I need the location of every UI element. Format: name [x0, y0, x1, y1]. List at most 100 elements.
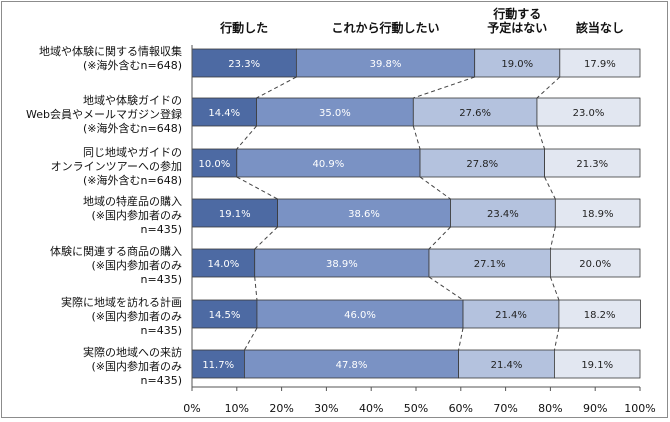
bar-segment — [191, 48, 297, 78]
connector-line — [536, 125, 546, 150]
legend-label: 行動する — [492, 6, 541, 21]
x-tick-label: 100% — [624, 402, 655, 415]
bar-segment — [236, 148, 421, 178]
category-label: 地域の特産品の購入 — [83, 194, 182, 208]
data-label: 46.0% — [344, 310, 376, 321]
bar-segment — [256, 97, 414, 127]
legend-label: これから行動したい — [332, 20, 440, 35]
connector-line — [458, 327, 464, 351]
bar-segment — [254, 248, 430, 278]
bar-segment — [191, 299, 258, 329]
connector-line — [413, 76, 475, 99]
x-tick-label: 60% — [449, 402, 473, 415]
data-label: 38.9% — [326, 259, 358, 270]
connector-line — [254, 276, 258, 301]
bar-segment — [554, 198, 641, 228]
connector-line — [412, 125, 421, 150]
data-label: 39.8% — [370, 59, 402, 70]
x-tick-label: 20% — [269, 402, 293, 415]
category-label: (※海外含むn=648) — [83, 173, 182, 187]
connector-line — [254, 226, 278, 250]
data-label: 14.0% — [207, 259, 239, 270]
data-label: 19.1% — [581, 360, 613, 371]
data-label: 23.4% — [487, 209, 519, 220]
data-label: 10.0% — [199, 159, 231, 170]
x-tick-label: 50% — [404, 402, 428, 415]
bar-segment — [462, 299, 560, 329]
connector-line — [536, 76, 561, 99]
legend-label: 予定はない — [487, 20, 547, 35]
data-label: 23.0% — [573, 108, 605, 119]
data-label: 21.4% — [491, 360, 523, 371]
category-label: 実際の地域への来訪 — [83, 345, 182, 359]
bar-segment — [559, 48, 641, 78]
x-tick-label: 70% — [493, 402, 517, 415]
category-label: (※国内参加者のみ — [91, 309, 182, 323]
data-label: 18.2% — [584, 310, 616, 321]
connector-line — [236, 125, 257, 150]
legend-label: 該当なし — [576, 20, 624, 35]
connector-line — [553, 327, 560, 351]
category-label: オンラインツアーへの参加 — [51, 159, 182, 173]
x-tick-label: 10% — [225, 402, 249, 415]
x-tick-label: 80% — [538, 402, 562, 415]
bar-segment — [295, 48, 476, 78]
data-label: 14.5% — [209, 310, 241, 321]
data-label: 27.8% — [466, 159, 498, 170]
category-label: 同じ地域やガイドの — [83, 146, 182, 159]
category-label: (※海外含むn=648) — [83, 121, 182, 135]
bar-segment — [191, 349, 245, 379]
category-label: 地域や体験に関する情報収集 — [39, 44, 182, 58]
bar-segment — [544, 148, 641, 178]
connector-line — [419, 176, 451, 200]
data-label: 20.0% — [579, 259, 611, 270]
x-tick-label: 0% — [183, 402, 200, 415]
category-label: n=435) — [141, 324, 182, 337]
category-label: Web会員やメールマガジン登録 — [26, 107, 182, 121]
bar-segment — [554, 349, 641, 379]
x-tick-label: 90% — [583, 402, 607, 415]
category-label: (※海外含むn=648) — [83, 58, 182, 72]
bar-segment — [558, 299, 641, 329]
connector-line — [236, 176, 278, 200]
bar-segment — [191, 97, 257, 127]
bar-segment — [474, 48, 561, 78]
data-label: 21.3% — [576, 159, 608, 170]
data-label: 23.3% — [228, 59, 260, 70]
bar-segment — [256, 299, 464, 329]
stacked-bar-chart: 23.3% 39.8% 19.0% 17.9% 14.4% 35.0% 27.6% 23.0%… — [26, 6, 656, 415]
bar-segment — [550, 248, 641, 278]
connector-line — [428, 276, 464, 301]
data-label: 35.0% — [319, 108, 351, 119]
data-label: 11.7% — [202, 360, 234, 371]
bar-segment — [277, 198, 451, 228]
legend-label: 行動した — [219, 20, 268, 35]
category-label: n=435) — [141, 223, 182, 236]
data-label: 27.1% — [474, 259, 506, 270]
connector-line — [243, 327, 258, 351]
data-label: 47.8% — [336, 360, 368, 371]
category-label: (※国内参加者のみ — [91, 258, 182, 272]
bar-segment — [428, 248, 551, 278]
connector-line — [549, 276, 560, 301]
category-label: 実際に地域を訪れる計画 — [61, 295, 182, 309]
data-label: 17.9% — [584, 59, 616, 70]
data-label: 38.6% — [348, 209, 380, 220]
category-label: n=435) — [141, 273, 182, 286]
category-label: n=435) — [141, 374, 182, 387]
bar-segment — [458, 349, 555, 379]
category-label: 体験に関連する商品の購入 — [50, 244, 182, 258]
data-label: 40.9% — [313, 159, 345, 170]
category-label: (※国内参加者のみ — [91, 208, 182, 222]
connector-line — [256, 76, 297, 99]
data-label: 21.4% — [495, 310, 527, 321]
data-label: 14.4% — [208, 108, 240, 119]
bar-segment — [536, 97, 641, 127]
connector-line — [544, 176, 556, 200]
bar-segment — [191, 198, 278, 228]
category-label: (※国内参加者のみ — [91, 359, 182, 373]
x-tick-label: 40% — [359, 402, 383, 415]
category-label: 地域や体験ガイドの — [83, 93, 182, 107]
x-tick-label: 30% — [314, 402, 338, 415]
